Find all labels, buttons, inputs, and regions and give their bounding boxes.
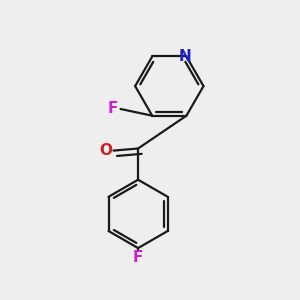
Text: N: N — [179, 50, 191, 64]
Text: F: F — [133, 250, 143, 265]
Text: F: F — [108, 101, 118, 116]
Text: O: O — [100, 143, 112, 158]
